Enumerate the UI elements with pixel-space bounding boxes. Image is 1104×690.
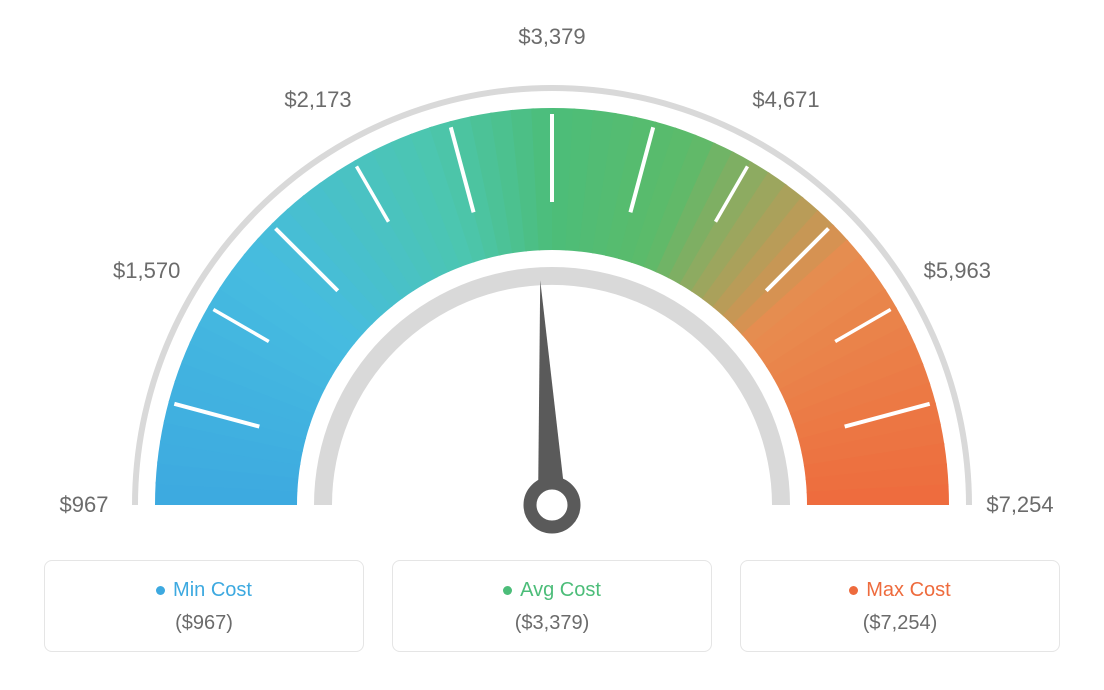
scale-label: $4,671 (752, 87, 819, 113)
legend-title-max: Max Cost (866, 579, 950, 602)
scale-label: $967 (60, 492, 109, 518)
legend-dot-avg (503, 586, 512, 595)
legend-value-avg: ($3,379) (393, 612, 711, 635)
scale-label: $7,254 (986, 492, 1053, 518)
legend-value-min: ($967) (45, 612, 363, 635)
cost-gauge: $967 $1,570 $2,173 $3,379 $4,671 $5,963 $7,254 (20, 20, 1084, 540)
legend-title-avg: Avg Cost (520, 579, 601, 602)
legend-value-max: ($7,254) (741, 612, 1059, 635)
legend-card-max: Max Cost ($7,254) (740, 560, 1060, 652)
scale-label: $5,963 (924, 258, 991, 284)
scale-label: $3,379 (518, 24, 585, 50)
legend-row: Min Cost ($967) Avg Cost ($3,379) Max Co… (20, 560, 1084, 652)
legend-dot-max (849, 586, 858, 595)
legend-card-avg: Avg Cost ($3,379) (392, 560, 712, 652)
scale-label: $1,570 (113, 258, 180, 284)
legend-card-min: Min Cost ($967) (44, 560, 364, 652)
legend-dot-min (156, 586, 165, 595)
legend-title-min: Min Cost (173, 579, 252, 602)
scale-label: $2,173 (284, 87, 351, 113)
